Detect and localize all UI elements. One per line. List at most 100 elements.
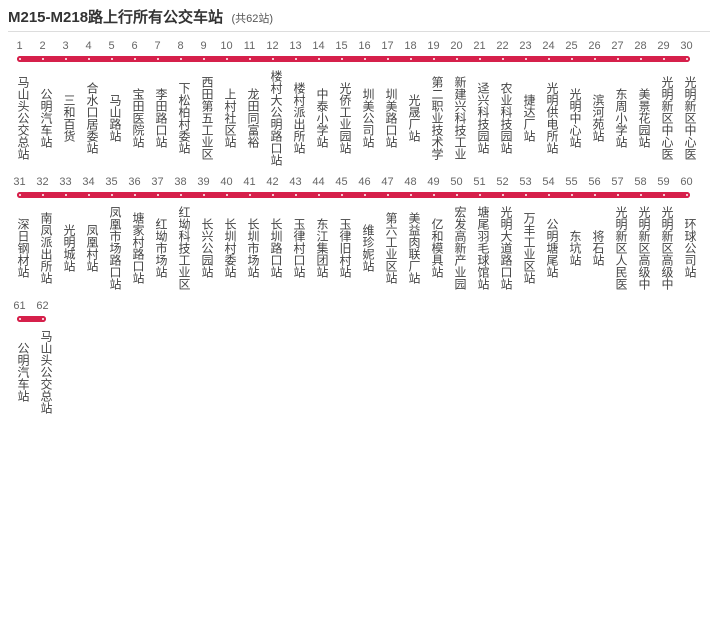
station-name[interactable]: 光明新区中心医 — [675, 68, 698, 166]
station-dot — [201, 192, 207, 198]
station-name[interactable]: 红坳市场站 — [146, 204, 169, 290]
station-name[interactable]: 楼村大公明路口站 — [261, 68, 284, 166]
station-name[interactable]: 中泰小学站 — [307, 68, 330, 166]
station-name[interactable]: 马山头公交总站 — [31, 328, 54, 414]
station-number: 49 — [422, 176, 445, 188]
station-name[interactable]: 红坳科技工业区 — [169, 204, 192, 290]
station-name[interactable]: 东周小学站 — [606, 68, 629, 166]
station-dot — [86, 56, 92, 62]
station-name[interactable]: 长圳村委站 — [215, 204, 238, 290]
station-number: 56 — [583, 176, 606, 188]
station-number: 42 — [261, 176, 284, 188]
station-dot — [454, 56, 460, 62]
station-name[interactable]: 光明大道路口站 — [491, 204, 514, 290]
station-name[interactable]: 美景花园站 — [629, 68, 652, 166]
station-name[interactable]: 滨河苑站 — [583, 68, 606, 166]
station-name[interactable]: 农业科技园站 — [491, 68, 514, 166]
station-name[interactable]: 公明塘尾站 — [537, 204, 560, 290]
station-name[interactable]: 光明新区人民医 — [606, 204, 629, 290]
station-name[interactable]: 李田路口站 — [146, 68, 169, 166]
station-name[interactable]: 光明新区中心医 — [652, 68, 675, 166]
station-name[interactable]: 长兴公园站 — [192, 204, 215, 290]
station-name[interactable]: 马山头公交总站 — [8, 68, 31, 166]
station-name[interactable]: 玉律旧村站 — [330, 204, 353, 290]
station-name[interactable]: 三和百货 — [54, 68, 77, 166]
station-dot — [178, 192, 184, 198]
station-name[interactable]: 光侨工业园站 — [330, 68, 353, 166]
station-number: 45 — [330, 176, 353, 188]
station-name[interactable]: 将石站 — [583, 204, 606, 290]
station-name[interactable]: 亿和模具站 — [422, 204, 445, 290]
station-dot — [523, 56, 529, 62]
station-name[interactable]: 宝田医院站 — [123, 68, 146, 166]
station-name[interactable]: 捷达厂站 — [514, 68, 537, 166]
station-name[interactable]: 西田第五工业区 — [192, 68, 215, 166]
station-name[interactable]: 玉律村口站 — [284, 204, 307, 290]
station-dot — [270, 192, 276, 198]
station-name[interactable]: 环球公司站 — [675, 204, 698, 290]
station-number: 57 — [606, 176, 629, 188]
station-name[interactable]: 合水口居委站 — [77, 68, 100, 166]
station-number: 31 — [8, 176, 31, 188]
station-name[interactable]: 迳兴科技园站 — [468, 68, 491, 166]
station-name[interactable]: 光明新区高级中 — [629, 204, 652, 290]
station-name[interactable]: 光晟厂站 — [399, 68, 422, 166]
station-name[interactable]: 光明城站 — [54, 204, 77, 290]
station-name[interactable]: 万丰工业区站 — [514, 204, 537, 290]
station-dot — [247, 56, 253, 62]
station-name[interactable]: 第六工业区站 — [376, 204, 399, 290]
station-name[interactable]: 凤凰市场路口站 — [100, 204, 123, 290]
station-name[interactable]: 新建兴科技工业 — [445, 68, 468, 166]
station-name[interactable]: 光明中心站 — [560, 68, 583, 166]
station-dot — [362, 192, 368, 198]
station-dot — [500, 56, 506, 62]
station-name[interactable]: 凤凰村站 — [77, 204, 100, 290]
station-name[interactable]: 楼村派出所站 — [284, 68, 307, 166]
station-dot — [546, 192, 552, 198]
station-number: 38 — [169, 176, 192, 188]
station-number: 18 — [399, 40, 422, 52]
station-name[interactable]: 光明供电所站 — [537, 68, 560, 166]
station-name[interactable]: 塘尾羽毛球馆站 — [468, 204, 491, 290]
station-dot — [684, 192, 690, 198]
station-dot — [385, 56, 391, 62]
station-rows: 1234567891011121314151617181920212223242… — [8, 40, 710, 414]
station-name[interactable]: 龙田同富裕 — [238, 68, 261, 166]
station-name[interactable]: 第二职业技术学 — [422, 68, 445, 166]
station-name[interactable]: 圳美路口站 — [376, 68, 399, 166]
station-name[interactable]: 宏发高新产业园 — [445, 204, 468, 290]
station-number: 24 — [537, 40, 560, 52]
station-name[interactable]: 塘家村路口站 — [123, 204, 146, 290]
station-name[interactable]: 东坑站 — [560, 204, 583, 290]
station-dot — [362, 56, 368, 62]
station-dot — [155, 192, 161, 198]
station-dot — [86, 192, 92, 198]
station-number: 25 — [560, 40, 583, 52]
station-name[interactable]: 圳美公司站 — [353, 68, 376, 166]
station-name[interactable]: 光明新区高级中 — [652, 204, 675, 290]
station-number: 59 — [652, 176, 675, 188]
station-dot — [224, 192, 230, 198]
station-name[interactable]: 长圳市场站 — [238, 204, 261, 290]
station-name[interactable]: 上村社区站 — [215, 68, 238, 166]
station-name[interactable]: 南凤派出所站 — [31, 204, 54, 290]
station-name[interactable]: 维珍妮站 — [353, 204, 376, 290]
station-name[interactable]: 公明汽车站 — [8, 328, 31, 414]
station-name[interactable]: 公明汽车站 — [31, 68, 54, 166]
station-dot — [431, 56, 437, 62]
station-dot — [569, 56, 575, 62]
station-name[interactable]: 下松柏村委站 — [169, 68, 192, 166]
station-dot — [684, 56, 690, 62]
station-name[interactable]: 马山路站 — [100, 68, 123, 166]
station-row: 1234567891011121314151617181920212223242… — [8, 40, 710, 166]
station-dot — [17, 316, 23, 322]
station-name[interactable]: 长圳路口站 — [261, 204, 284, 290]
station-dot — [316, 56, 322, 62]
station-dot — [109, 192, 115, 198]
station-number: 8 — [169, 40, 192, 52]
station-number: 39 — [192, 176, 215, 188]
station-name[interactable]: 东江集团站 — [307, 204, 330, 290]
station-name[interactable]: 美益肉联厂站 — [399, 204, 422, 290]
station-name[interactable]: 深日钢材站 — [8, 204, 31, 290]
station-number: 10 — [215, 40, 238, 52]
